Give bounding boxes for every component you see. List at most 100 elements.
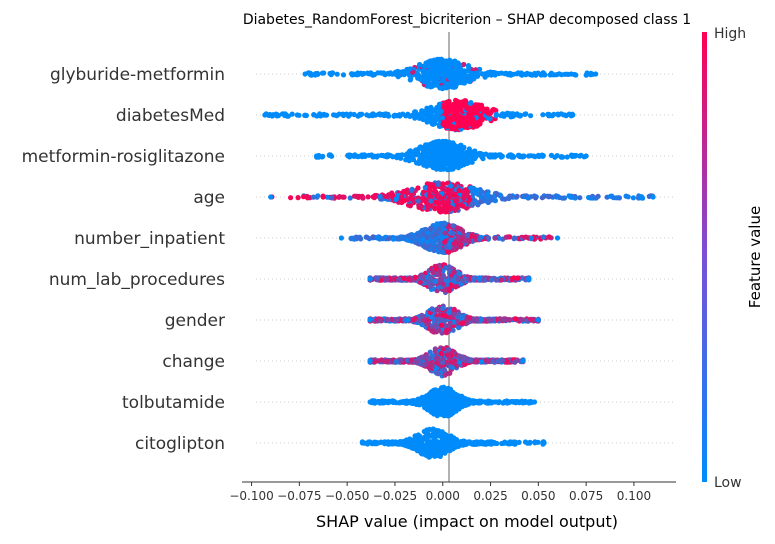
shap-point (434, 356, 439, 361)
shap-point (554, 193, 559, 198)
shap-point (419, 355, 424, 360)
shap-point (345, 153, 350, 158)
feature-points (262, 98, 575, 133)
shap-point (459, 356, 464, 361)
shap-point (577, 153, 582, 158)
shap-point (313, 72, 318, 77)
shap-point (440, 115, 445, 120)
shap-point (489, 72, 494, 77)
shap-point-extreme (303, 71, 308, 76)
shap-point (437, 246, 442, 251)
shap-point (437, 268, 442, 273)
shap-point (376, 112, 381, 117)
shap-point (349, 236, 354, 241)
shap-point (419, 204, 424, 209)
shap-point (434, 200, 439, 205)
shap-point (378, 318, 383, 323)
shap-point (450, 365, 455, 370)
shap-point (457, 272, 462, 277)
shap-point (450, 103, 455, 108)
shap-point (504, 71, 509, 76)
shap-point (427, 356, 432, 361)
shap-point (362, 152, 367, 157)
shap-point (380, 153, 385, 158)
shap-point (555, 153, 560, 158)
shap-point (567, 193, 572, 198)
shap-point-extreme (584, 153, 589, 158)
shap-point (427, 405, 432, 410)
shap-point (390, 399, 395, 404)
shap-point (433, 107, 438, 112)
shap-point (434, 139, 439, 144)
shap-point (417, 62, 422, 67)
shap-point (428, 76, 433, 81)
shap-point (428, 275, 433, 280)
shap-point (423, 111, 428, 116)
shap-point (386, 317, 391, 322)
shap-point (430, 162, 435, 167)
shap-point (283, 112, 288, 117)
shap-point (455, 203, 460, 208)
shap-point (523, 111, 528, 116)
shap-point (477, 237, 482, 242)
shap-point-extreme (651, 194, 656, 199)
shap-point (460, 278, 465, 283)
shap-point (460, 203, 465, 208)
shap-point (443, 239, 448, 244)
shap-point (473, 359, 478, 364)
shap-point (304, 113, 309, 118)
shap-point (490, 108, 495, 113)
shap-point (366, 153, 371, 158)
shap-point (442, 368, 447, 373)
shap-point (624, 194, 629, 199)
shap-point (452, 270, 457, 275)
chart-title: Diabetes_RandomForest_bicriterion – SHAP… (243, 12, 691, 28)
shap-point (431, 270, 436, 275)
shap-point (526, 195, 531, 200)
shap-point (405, 190, 410, 195)
shap-point (527, 400, 532, 405)
shap-point (476, 107, 481, 112)
shap-point (418, 280, 423, 285)
shap-point (482, 195, 487, 200)
shap-point (349, 71, 354, 76)
shap-point (408, 66, 413, 71)
shap-point (433, 400, 438, 405)
shap-point (414, 359, 419, 364)
shap-point (457, 188, 462, 193)
shap-point (359, 112, 364, 117)
shap-point (631, 195, 636, 200)
shap-point (466, 238, 471, 243)
shap-point (462, 188, 467, 193)
shap-point (511, 114, 516, 119)
shap-point (295, 112, 300, 117)
shap-point (549, 153, 554, 158)
shap-point (504, 235, 509, 240)
shap-point-extreme (532, 399, 537, 404)
shap-point (556, 112, 561, 117)
shap-point (514, 276, 519, 281)
shap-point (460, 320, 465, 325)
shap-point (485, 110, 490, 115)
shap-point (554, 72, 559, 77)
shap-point (435, 371, 440, 376)
shap-point (513, 316, 518, 321)
shap-point (410, 196, 415, 201)
shap-point (540, 195, 545, 200)
shap-point (454, 198, 459, 203)
shap-point (429, 364, 434, 369)
shap-point-extreme (368, 276, 373, 281)
shap-point (378, 194, 383, 199)
shap-point (500, 154, 505, 159)
feature-points (303, 57, 599, 91)
shap-point (456, 401, 461, 406)
shap-point (542, 72, 547, 77)
shap-point (451, 246, 456, 251)
shap-point (534, 72, 539, 77)
shap-point (528, 317, 533, 322)
shap-point (476, 122, 481, 127)
shap-point (445, 167, 450, 172)
shap-point (494, 112, 499, 117)
shap-point (486, 359, 491, 364)
